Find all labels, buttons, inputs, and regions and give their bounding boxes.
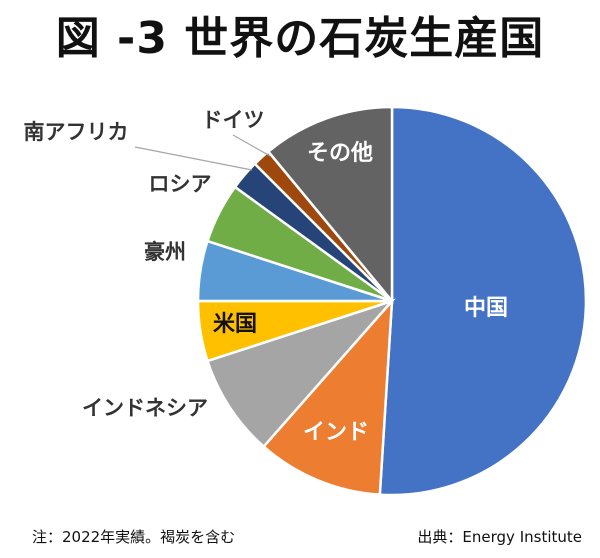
slice-label-8: その他	[307, 141, 373, 166]
slice-label-5: ロシア	[149, 172, 212, 196]
slice-label-3: 米国	[213, 312, 257, 337]
chart-title: 図 -3 世界の石炭生産国	[55, 13, 545, 64]
slice-label-6: 南アフリカ	[24, 120, 129, 144]
pie-slice-1	[261, 297, 394, 496]
slice-label-0: 中国	[464, 296, 508, 321]
slice-label-1: インド	[303, 420, 369, 445]
slice-label-4: 豪州	[144, 240, 186, 264]
slice-label-2: インドネシア	[82, 396, 208, 420]
source-text: 出典：Energy Institute	[417, 528, 582, 546]
pie-slice-2	[205, 298, 396, 449]
note-text: 注：2022年実績。褐炭を含む	[32, 528, 236, 546]
leader-line-7	[232, 134, 271, 157]
leader-line-6	[134, 146, 253, 171]
pie-slice-8	[266, 105, 394, 305]
slice-label-7: ドイツ	[202, 108, 265, 132]
pie-slice-0	[378, 105, 588, 497]
